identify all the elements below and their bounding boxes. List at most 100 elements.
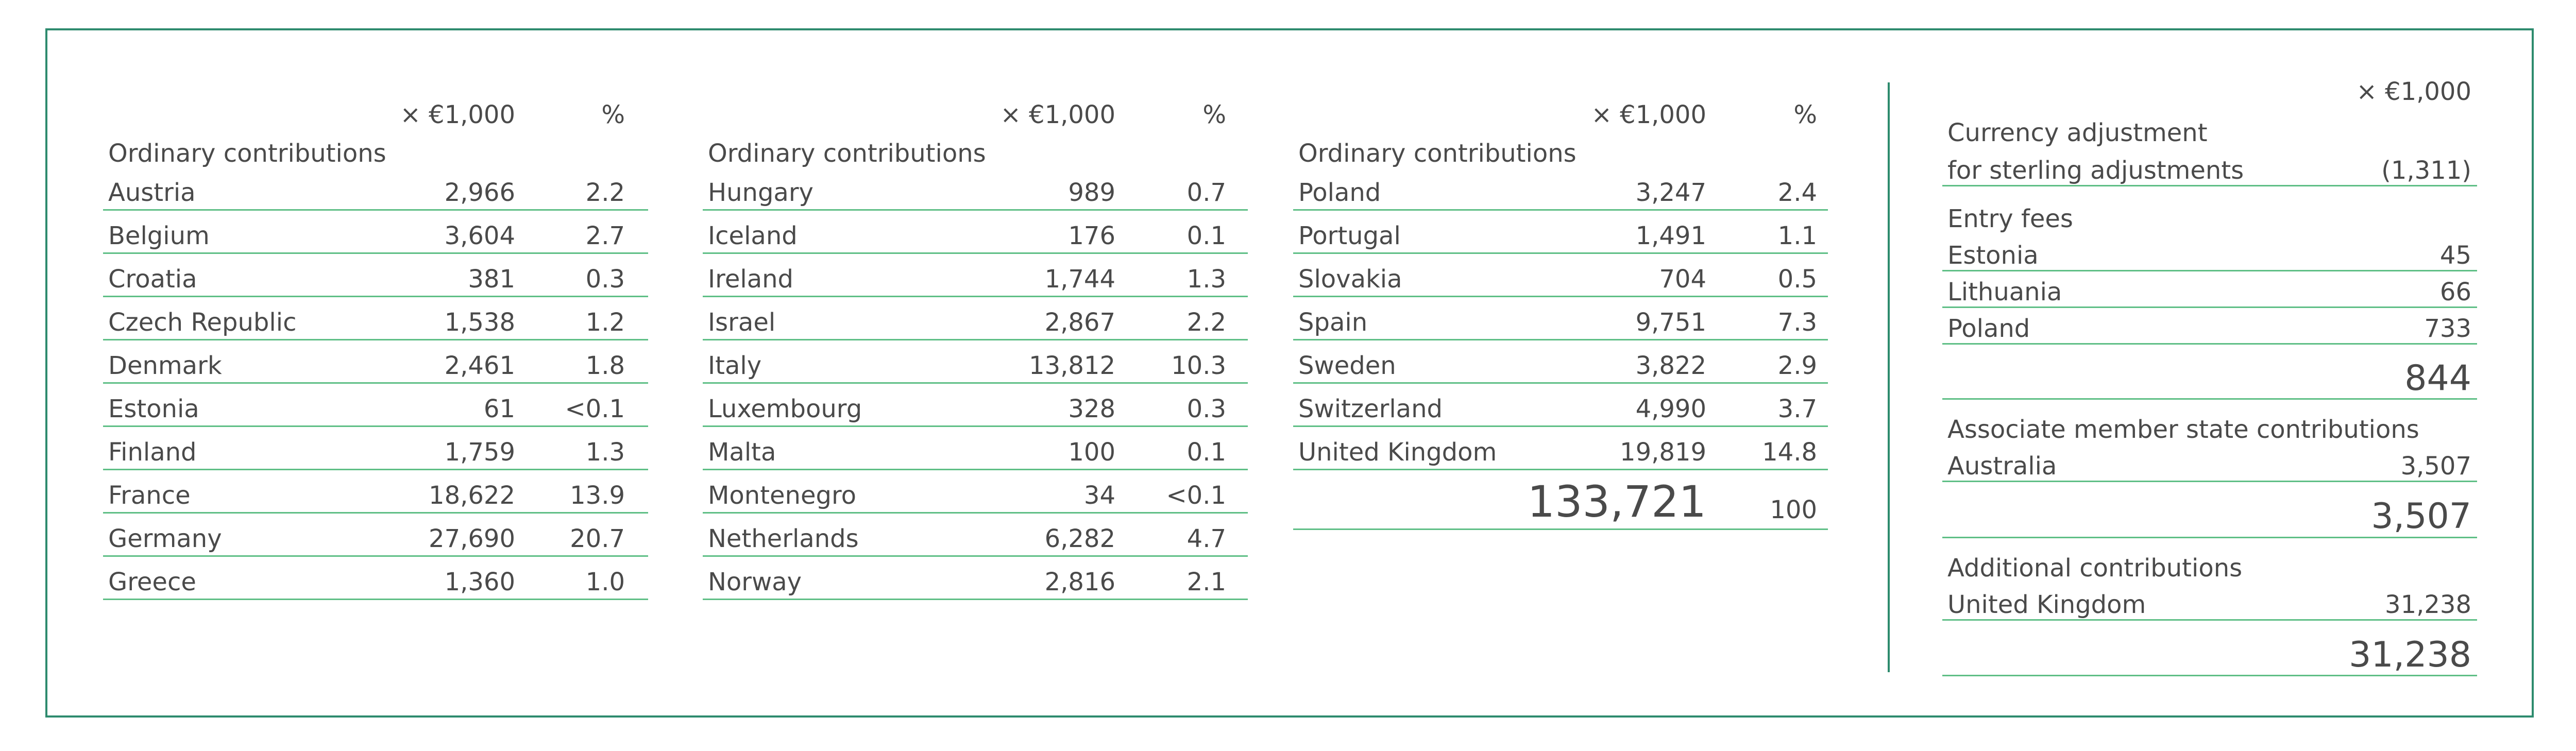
country-name: United Kingdom [1947, 590, 2146, 619]
percent-value: 0.7 [1187, 178, 1226, 207]
percent-value: 20.7 [570, 524, 625, 553]
percent-value: 2.1 [1187, 568, 1226, 596]
country-name: Belgium [108, 221, 210, 250]
country-name: Czech Republic [108, 308, 297, 337]
country-name: Italy [708, 351, 762, 380]
percent-value: 1.0 [585, 568, 625, 596]
row-divider [703, 555, 1248, 557]
percent-column-header: % [601, 100, 625, 129]
associate-total: 3,507 [2371, 496, 2471, 537]
additional-total: 31,238 [2349, 635, 2471, 675]
row-divider [1293, 425, 1828, 427]
row-divider [1293, 252, 1828, 254]
group-title: Ordinary contributions [708, 139, 986, 168]
country-name: Australia [1947, 452, 2057, 481]
row-divider [1942, 619, 2477, 621]
percent-column-header: % [1202, 100, 1226, 129]
amount-value: 9,751 [1635, 308, 1706, 337]
country-name: Ireland [708, 265, 794, 294]
row-divider [103, 599, 648, 600]
amount-column-header: × €1,000 [2356, 77, 2471, 106]
country-name: Israel [708, 308, 776, 337]
percent-value: <0.1 [1166, 481, 1226, 510]
percent-value: 0.1 [1187, 438, 1226, 467]
ordinary-total-percent: 100 [1770, 496, 1817, 524]
row-divider [1942, 343, 2477, 345]
amount-value: 61 [483, 395, 515, 423]
amount-value: 1,360 [444, 568, 515, 596]
country-name: Austria [108, 178, 196, 207]
percent-value: 1.2 [585, 308, 625, 337]
row-divider [1942, 185, 2477, 186]
amount-value: 3,507 [2400, 452, 2471, 481]
percent-value: <0.1 [565, 395, 625, 423]
row-divider [703, 252, 1248, 254]
country-name: France [108, 481, 191, 510]
amount-value: 1,759 [444, 438, 515, 467]
country-name: Iceland [708, 221, 798, 250]
amount-value: 18,622 [429, 481, 515, 510]
country-name: Finland [108, 438, 197, 467]
amount-value: 4,990 [1635, 395, 1706, 423]
row-divider [1942, 270, 2477, 271]
group-title: Ordinary contributions [108, 139, 386, 168]
percent-value: 0.1 [1187, 221, 1226, 250]
entry-fees-title: Entry fees [1947, 204, 2073, 233]
row-divider [703, 296, 1248, 297]
percent-value: 7.3 [1777, 308, 1817, 337]
country-name: Luxembourg [708, 395, 862, 423]
country-name: Lithuania [1947, 278, 2062, 306]
row-divider [103, 296, 648, 297]
contributions-panel [45, 28, 2534, 718]
percent-value: 1.3 [1187, 265, 1226, 294]
amount-column-header: × €1,000 [1591, 100, 1706, 129]
amount-value: 34 [1083, 481, 1115, 510]
country-name: Montenegro [708, 481, 857, 510]
amount-value: 3,822 [1635, 351, 1706, 380]
amount-value: 1,491 [1635, 221, 1706, 250]
amount-value: 100 [1068, 438, 1115, 467]
row-divider [1293, 209, 1828, 211]
row-divider [703, 209, 1248, 211]
row-divider [103, 382, 648, 384]
row-divider [1293, 382, 1828, 384]
amount-column-header: × €1,000 [1000, 100, 1115, 129]
amount-value: 31,238 [2385, 590, 2471, 619]
additional-title: Additional contributions [1947, 554, 2243, 583]
row-divider [103, 209, 648, 211]
country-name: Estonia [1947, 241, 2039, 270]
amount-value: 328 [1068, 395, 1115, 423]
percent-value: 2.4 [1777, 178, 1817, 207]
amount-value: 2,816 [1044, 568, 1115, 596]
country-name: Germany [108, 524, 222, 553]
row-divider [1293, 469, 1828, 470]
country-name: Netherlands [708, 524, 859, 553]
row-divider [703, 382, 1248, 384]
row-divider [103, 425, 648, 427]
amount-value: 2,966 [444, 178, 515, 207]
row-divider [703, 599, 1248, 600]
percent-value: 1.3 [585, 438, 625, 467]
row-divider [1942, 306, 2477, 308]
row-divider [703, 425, 1248, 427]
total-divider [1293, 528, 1828, 530]
country-name: Spain [1298, 308, 1368, 337]
percent-value: 3.7 [1777, 395, 1817, 423]
amount-value: 19,819 [1620, 438, 1706, 467]
amount-value: 45 [2439, 241, 2471, 270]
total-divider [1942, 537, 2477, 538]
row-divider [103, 339, 648, 340]
country-name: Poland [1298, 178, 1381, 207]
percent-value: 2.9 [1777, 351, 1817, 380]
row-divider [1293, 339, 1828, 340]
country-name: United Kingdom [1298, 438, 1497, 467]
entry-fees-total: 844 [2404, 358, 2471, 399]
percent-value: 2.7 [585, 221, 625, 250]
currency-adjustment-title: Currency adjustment [1947, 118, 2208, 147]
ordinary-total-value: 133,721 [1527, 476, 1706, 527]
row-divider [1942, 481, 2477, 482]
amount-column-header: × €1,000 [400, 100, 515, 129]
country-name: Norway [708, 568, 802, 596]
total-divider [1942, 398, 2477, 400]
percent-value: 1.8 [585, 351, 625, 380]
